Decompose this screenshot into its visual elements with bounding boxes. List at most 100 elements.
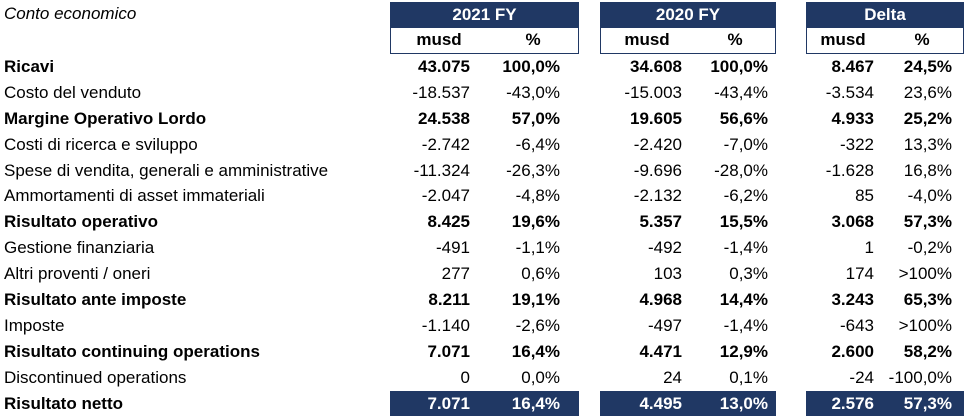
value-delta-musd: 3.068 xyxy=(831,212,874,232)
value-delta-pct: -100,0% xyxy=(888,367,952,387)
value-delta-musd: 1 xyxy=(864,238,874,258)
value-delta-pct: 57,3% xyxy=(903,212,952,232)
row-label: Margine Operativo Lordo xyxy=(4,108,207,128)
header-2020: 2020 FY xyxy=(600,2,776,28)
value-delta-musd: -322 xyxy=(839,134,874,154)
subheader-musd: musd xyxy=(416,30,462,49)
table-row: Costi di ricerca e sviluppo -2.742 -6,4% -2… xyxy=(0,132,966,158)
table-row: Risultato ante imposte 8.211 19,1% 4.968 14,… xyxy=(0,287,966,313)
row-label: Spese di vendita, generali e amministrat… xyxy=(4,160,329,180)
value-2021-pct: -2,6% xyxy=(515,315,560,335)
subheader-percent: % xyxy=(727,30,743,49)
value-2021-musd: 7.071 xyxy=(427,393,470,413)
value-2020-musd: 19.605 xyxy=(630,108,682,128)
row-label: Imposte xyxy=(4,315,65,335)
value-delta-pct: -0,2% xyxy=(907,238,952,258)
value-delta-pct: 57,3% xyxy=(903,393,952,413)
value-2020-pct: -6,2% xyxy=(723,186,768,206)
value-2020-musd: -15.003 xyxy=(624,82,682,102)
value-delta-musd: 174 xyxy=(845,264,874,284)
value-2021-musd: -11.324 xyxy=(413,160,470,180)
table-row: Discontinued operations 0 0,0% 24 0,1% -24 -10… xyxy=(0,365,966,391)
value-2020-musd: -9.696 xyxy=(633,160,682,180)
header-delta: Delta xyxy=(806,2,964,28)
value-2021-pct: 0,6% xyxy=(521,264,560,284)
value-2020-musd: -2.132 xyxy=(633,186,682,206)
table-row: Risultato operativo 8.425 19,6% 5.357 15,5% 3… xyxy=(0,209,966,235)
value-delta-pct: 25,2% xyxy=(903,108,952,128)
value-2021-pct: 19,1% xyxy=(511,290,560,310)
value-delta-musd: 8.467 xyxy=(831,57,874,76)
row-label: Altri proventi / oneri xyxy=(4,264,151,284)
value-2020-pct: -43,4% xyxy=(714,82,768,102)
subheader-musd: musd xyxy=(624,30,670,49)
value-2020-musd: 34.608 xyxy=(630,57,682,76)
value-2021-musd: -18.537 xyxy=(412,82,470,102)
value-2021-pct: 19,6% xyxy=(511,212,560,232)
value-2021-pct: 100,0% xyxy=(502,57,560,76)
total-cell-background xyxy=(600,390,776,417)
value-2021-pct: 16,4% xyxy=(511,341,560,361)
value-2021-musd: 0 xyxy=(460,367,470,387)
subheader-2020: musd % xyxy=(600,28,776,54)
total-cell-background xyxy=(390,390,579,417)
subheader-percent: % xyxy=(525,30,541,49)
total-row: Risultato netto 7.071 16,4% 4.495 13,0% 2.576… xyxy=(0,390,966,417)
value-2020-pct: 100,0% xyxy=(710,57,768,76)
value-delta-pct: 65,3% xyxy=(903,290,952,310)
row-label: Costo del venduto xyxy=(4,82,142,102)
value-2020-musd: 4.968 xyxy=(639,290,682,310)
subheader-2021: musd % xyxy=(390,28,579,54)
row-label: Ammortamenti di asset immateriali xyxy=(4,186,265,206)
value-2020-pct: 13,0% xyxy=(719,393,768,413)
row-label: Risultato netto xyxy=(4,393,123,413)
table-row: Margine Operativo Lordo 24.538 57,0% 19.605… xyxy=(0,106,966,132)
value-2020-pct: -1,4% xyxy=(723,315,768,335)
value-2020-pct: 0,1% xyxy=(729,367,768,387)
income-statement-rows: Ricavi 43.075 100,0% 34.608 100,0% 8.467 24,5%… xyxy=(0,54,966,417)
subheader-percent: % xyxy=(914,30,930,49)
value-2021-musd: 24.538 xyxy=(418,108,470,128)
value-2020-pct: 12,9% xyxy=(719,341,768,361)
value-delta-pct: 58,2% xyxy=(903,341,952,361)
value-2020-pct: -28,0% xyxy=(714,160,768,180)
table-row: Spese di vendita, generali e amministrat… xyxy=(0,158,966,184)
value-delta-pct: >100% xyxy=(898,315,952,335)
table-row: Ricavi 43.075 100,0% 34.608 100,0% 8.467 24,5% xyxy=(0,54,966,80)
row-label: Risultato continuing operations xyxy=(4,341,260,361)
value-2020-musd: 4.495 xyxy=(639,393,682,413)
table-row: Gestione finanziaria -491 -1,1% -492 -1,4% 1 -… xyxy=(0,235,966,261)
value-delta-musd: 2.600 xyxy=(831,341,874,361)
value-2021-pct: -43,0% xyxy=(506,82,560,102)
value-2021-musd: 8.425 xyxy=(427,212,470,232)
value-2020-musd: 24 xyxy=(663,367,682,387)
table-row: Risultato continuing operations 7.071 16,4… xyxy=(0,339,966,365)
row-label: Risultato ante imposte xyxy=(4,290,187,310)
value-delta-musd: -3.534 xyxy=(825,82,874,102)
value-2020-musd: 5.357 xyxy=(639,212,682,232)
value-2021-musd: 8.211 xyxy=(428,290,470,310)
subheader-delta: musd % xyxy=(806,28,964,54)
value-delta-musd: -643 xyxy=(839,315,874,335)
row-label: Discontinued operations xyxy=(4,367,187,387)
value-2020-pct: -1,4% xyxy=(723,238,768,258)
value-2020-pct: 56,6% xyxy=(719,108,768,128)
value-2021-musd: 43.075 xyxy=(418,57,470,76)
value-2021-pct: -26,3% xyxy=(506,160,560,180)
value-2020-musd: 103 xyxy=(653,264,682,284)
value-delta-pct: 16,8% xyxy=(903,160,952,180)
value-2020-pct: 14,4% xyxy=(719,290,768,310)
value-2021-pct: 57,0% xyxy=(511,108,560,128)
value-2021-musd: -491 xyxy=(435,238,470,258)
value-2021-musd: -2.742 xyxy=(421,134,470,154)
table-row: Imposte -1.140 -2,6% -497 -1,4% -643 >100% xyxy=(0,313,966,339)
value-2020-pct: -7,0% xyxy=(723,134,768,154)
value-2020-pct: 15,5% xyxy=(719,212,768,232)
value-2021-pct: -1,1% xyxy=(515,238,560,258)
value-delta-musd: -24 xyxy=(849,367,874,387)
value-2021-pct: -6,4% xyxy=(515,134,560,154)
value-2021-pct: 16,4% xyxy=(511,393,560,413)
value-delta-musd: -1.628 xyxy=(825,160,874,180)
header-2021: 2021 FY xyxy=(390,2,579,28)
value-2021-pct: -4,8% xyxy=(515,186,560,206)
